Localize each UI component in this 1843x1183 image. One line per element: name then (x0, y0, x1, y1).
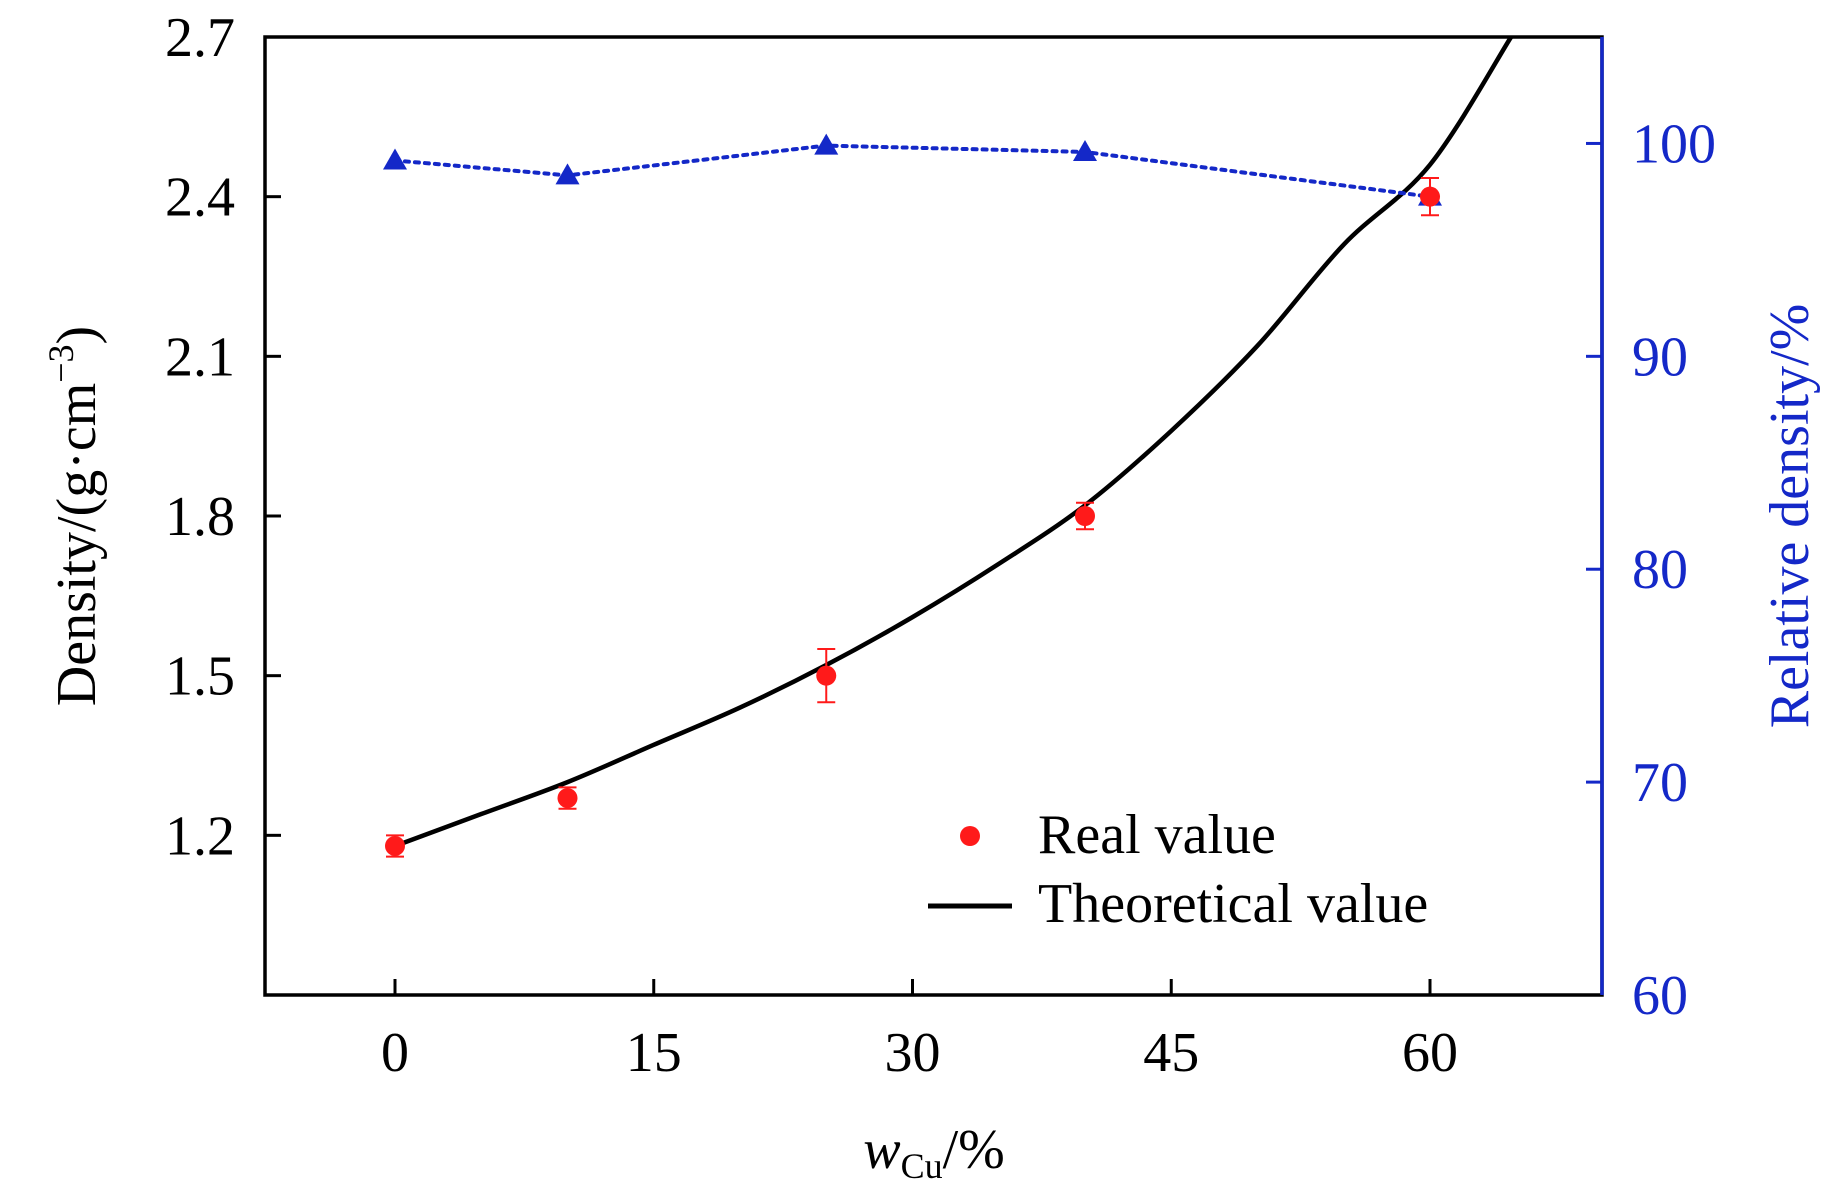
y-left-tick-label: 2.7 (165, 7, 235, 69)
real-point (1420, 186, 1440, 207)
series-layer (383, 35, 1513, 858)
relative-point (383, 148, 407, 170)
plot-frame (263, 35, 1604, 997)
ticks-layer: 0 15 30 45 60 1.2 1.5 1.8 2.1 2.4 2.7 60 70 80 90 100 (165, 7, 1716, 1084)
real-point (816, 665, 837, 686)
y-left-tick-label: 1.2 (165, 805, 235, 867)
relative-point (1073, 139, 1097, 161)
legend: Real value Theoretical value (928, 804, 1428, 935)
x-axis-label-rest: /% (943, 1119, 1005, 1181)
y-left-tick-label: 2.4 (165, 167, 235, 229)
legend-real-marker (960, 826, 980, 846)
y-left-tick-label: 2.1 (165, 326, 235, 388)
y-right-tick-label: 60 (1632, 965, 1688, 1027)
y-right-axis-label: Relative density/% (1759, 304, 1821, 729)
y-left-tick-label: 1.8 (165, 486, 235, 548)
relative-point (814, 133, 839, 155)
x-tick-label: 30 (885, 1022, 941, 1084)
legend-real-label: Real value (1038, 804, 1276, 866)
y-left-axis-label-close: ) (46, 326, 108, 345)
y-right-tick-label: 80 (1632, 539, 1688, 601)
x-axis-label-sub: Cu (901, 1146, 943, 1183)
real-point (1075, 506, 1095, 526)
y-right-tick-label: 90 (1632, 326, 1688, 388)
real-point (385, 835, 405, 856)
legend-theoretical-label: Theoretical value (1038, 873, 1428, 935)
real-point (557, 788, 578, 809)
y-left-axis-label: Density/(g·cm−3) (41, 326, 108, 706)
y-left-axis-label-main: Density/(g·cm (46, 383, 108, 706)
x-tick-label: 45 (1143, 1022, 1199, 1084)
x-axis-label: wCu/% (863, 1119, 1005, 1183)
y-left-tick-label: 1.5 (165, 646, 235, 708)
x-tick-label: 15 (626, 1022, 682, 1084)
x-tick-label: 60 (1402, 1022, 1458, 1084)
series-theoretical-line (394, 35, 1513, 849)
y-left-axis-label-sup: −3 (41, 344, 81, 382)
y-right-tick-label: 70 (1632, 752, 1688, 814)
relative-point (555, 163, 580, 185)
series-relative-line (393, 143, 1432, 199)
x-tick-label: 0 (381, 1022, 409, 1084)
y-right-tick-label: 100 (1632, 113, 1716, 175)
x-axis-label-main: w (863, 1119, 900, 1181)
